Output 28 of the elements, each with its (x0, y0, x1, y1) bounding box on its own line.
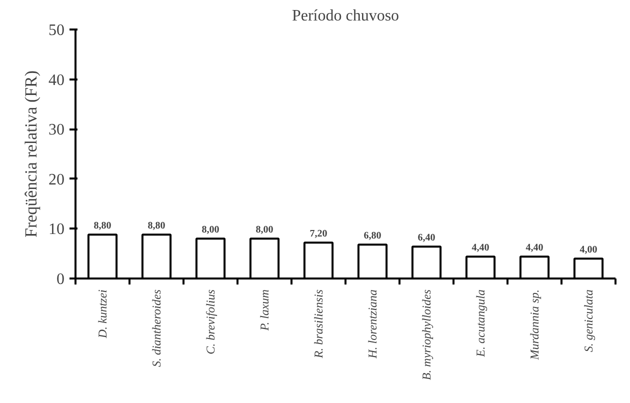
data-label: 8,00 (202, 224, 220, 236)
data-label: 4,40 (526, 242, 544, 254)
y-tick-label: 10 (48, 221, 64, 238)
y-tick-label: 0 (56, 271, 64, 288)
y-tick-label: 30 (48, 122, 64, 139)
x-tick-label: B. myriophylloides (420, 289, 434, 380)
x-tick-label: E. acutangula (474, 289, 488, 358)
x-tick-label: Murdannia sp. (528, 289, 542, 361)
y-axis-title: Freqüência relativa (FR) (22, 70, 40, 238)
x-tick-label: D. kuntzei (96, 290, 110, 340)
chart-title: Período chuvoso (292, 8, 400, 24)
data-label: 4,40 (472, 242, 490, 254)
y-tick-label: 20 (48, 171, 64, 188)
data-label: 8,00 (256, 224, 274, 236)
x-tick-label: R. brasiliensis (312, 289, 326, 360)
data-label: 4,00 (580, 244, 598, 256)
data-label: 6,80 (364, 230, 382, 242)
x-tick-label: C. brevifolius (204, 289, 218, 354)
y-tick-label: 40 (48, 72, 64, 89)
x-tick-label: S. diantheroides (150, 289, 164, 368)
data-label: 8,80 (148, 220, 166, 232)
x-tick-label: P. laxum (258, 289, 272, 332)
x-tick-label: H. lorentziana (366, 290, 380, 360)
x-tick-label: S. geniculata (582, 290, 596, 352)
data-label: 6,40 (418, 232, 436, 244)
data-label: 8,80 (94, 220, 112, 232)
data-label: 7,20 (310, 228, 328, 240)
y-tick-label: 50 (48, 22, 64, 39)
